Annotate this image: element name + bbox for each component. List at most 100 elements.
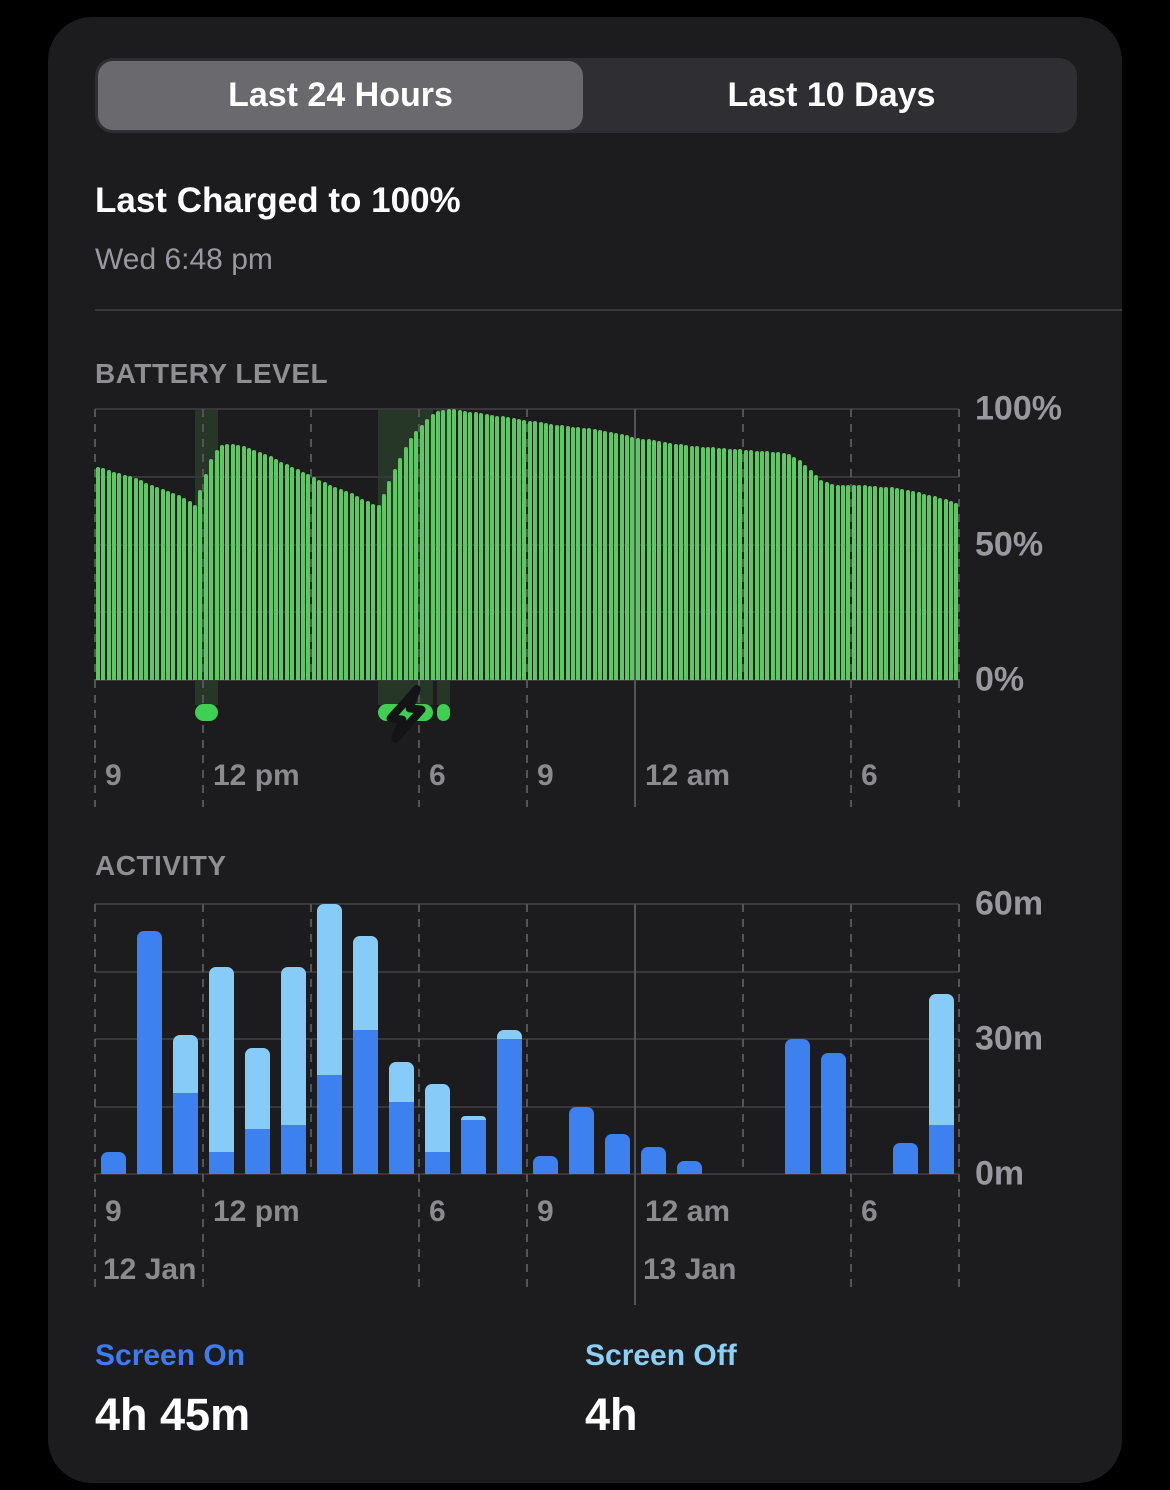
battery-bar xyxy=(867,485,872,680)
battery-bar xyxy=(921,493,926,680)
battery-bar xyxy=(408,438,413,680)
battery-bar xyxy=(295,469,300,680)
battery-bar xyxy=(581,427,586,680)
battery-bar xyxy=(954,503,959,680)
battery-bar xyxy=(695,446,700,680)
battery-bar xyxy=(792,456,797,680)
screen-on-bar xyxy=(568,1106,594,1174)
battery-bar xyxy=(873,486,878,680)
battery-bar xyxy=(101,467,106,680)
battery-bar xyxy=(754,450,759,680)
screen-on-bar xyxy=(316,1075,342,1174)
battery-y-axis-label: 50% xyxy=(975,525,1044,563)
battery-bar xyxy=(446,409,451,680)
hour-gridline xyxy=(742,409,744,680)
battery-bar xyxy=(155,486,160,680)
battery-bar xyxy=(830,483,835,680)
screen-off-bar xyxy=(496,1030,522,1039)
axis-tick xyxy=(418,680,420,807)
battery-bar xyxy=(187,500,192,680)
charging-session-pill xyxy=(437,704,451,721)
screen-on-bar xyxy=(532,1156,558,1174)
activity-y-axis-label: 30m xyxy=(975,1019,1044,1058)
battery-bar xyxy=(911,490,916,680)
screen-on-bar xyxy=(424,1151,450,1174)
battery-bar xyxy=(938,497,943,680)
battery-bar xyxy=(700,446,705,680)
battery-bar xyxy=(803,465,808,680)
battery-bar xyxy=(900,488,905,680)
battery-bar xyxy=(905,489,910,680)
battery-bar xyxy=(414,431,419,680)
axis-tick xyxy=(526,680,528,807)
screen-off-bar xyxy=(424,1084,450,1152)
battery-bar xyxy=(252,449,257,680)
battery-bar xyxy=(182,497,187,680)
battery-x-axis-label: 6 xyxy=(861,759,878,792)
battery-bar xyxy=(576,427,581,680)
battery-bar xyxy=(770,451,775,680)
last-charged-title: Last Charged to 100% xyxy=(95,181,461,220)
battery-bar xyxy=(133,478,138,680)
activity-x-axis-label: 6 xyxy=(429,1195,446,1228)
axis-tick xyxy=(526,1174,528,1290)
screen-on-bar xyxy=(208,1151,234,1174)
battery-bar xyxy=(198,490,203,680)
axis-tick xyxy=(850,680,852,807)
battery-bar xyxy=(317,479,322,680)
battery-level-section-label: BATTERY LEVEL xyxy=(95,358,329,389)
section-divider xyxy=(95,309,1122,311)
charging-session-pill xyxy=(195,704,219,721)
battery-bar xyxy=(225,444,230,680)
battery-bar xyxy=(192,505,197,680)
battery-bar xyxy=(381,493,386,680)
hour-gridline xyxy=(310,409,312,680)
battery-bar xyxy=(743,449,748,680)
battery-bar xyxy=(149,484,154,680)
time-range-segmented-control[interactable]: Last 24 Hours Last 10 Days xyxy=(95,58,1077,133)
battery-bar xyxy=(711,447,716,680)
battery-bar xyxy=(543,422,548,680)
charging-bolt-icon xyxy=(376,682,436,746)
screen-on-bar xyxy=(820,1052,846,1174)
tab-last-24-hours[interactable]: Last 24 Hours xyxy=(228,76,453,114)
battery-bar xyxy=(300,471,305,680)
battery-settings-screen: Last 24 Hours Last 10 Days Last Charged … xyxy=(48,17,1122,1483)
battery-bar xyxy=(371,503,376,680)
screen-on-bar xyxy=(244,1129,270,1174)
hour-gridline xyxy=(202,904,204,1174)
screen-off-bar xyxy=(352,935,378,1030)
axis-tick xyxy=(202,680,204,807)
battery-bar xyxy=(570,426,575,680)
battery-bar xyxy=(214,449,219,680)
tab-last-10-days[interactable]: Last 10 Days xyxy=(727,76,936,114)
screen-off-label: Screen Off xyxy=(585,1339,737,1372)
last-charged-time: Wed 6:48 pm xyxy=(95,243,273,276)
battery-bar xyxy=(128,476,133,680)
hour-gridline xyxy=(526,904,528,1174)
axis-tick xyxy=(958,680,960,807)
hour-gridline xyxy=(958,409,960,680)
battery-bar xyxy=(338,489,343,680)
battery-bar xyxy=(268,456,273,680)
battery-bar xyxy=(857,484,862,680)
axis-tick xyxy=(958,1174,960,1290)
battery-bar xyxy=(948,501,953,680)
battery-bar xyxy=(554,424,559,680)
midnight-axis-tick xyxy=(634,1174,636,1305)
battery-bar xyxy=(246,447,251,680)
battery-bar xyxy=(630,436,635,680)
screen-on-label: Screen On xyxy=(95,1339,246,1372)
screen-off-bar xyxy=(244,1048,270,1129)
hour-gridline xyxy=(94,904,96,1174)
activity-x-axis-label: 9 xyxy=(105,1195,122,1228)
battery-bar xyxy=(506,417,511,680)
screen-on-value: 4h 45m xyxy=(95,1389,251,1440)
battery-bar xyxy=(862,485,867,680)
battery-bar xyxy=(284,464,289,680)
battery-bar xyxy=(916,492,921,680)
battery-bar xyxy=(209,458,214,680)
battery-bar xyxy=(722,448,727,680)
battery-bar xyxy=(705,447,710,680)
battery-bar xyxy=(894,487,899,680)
